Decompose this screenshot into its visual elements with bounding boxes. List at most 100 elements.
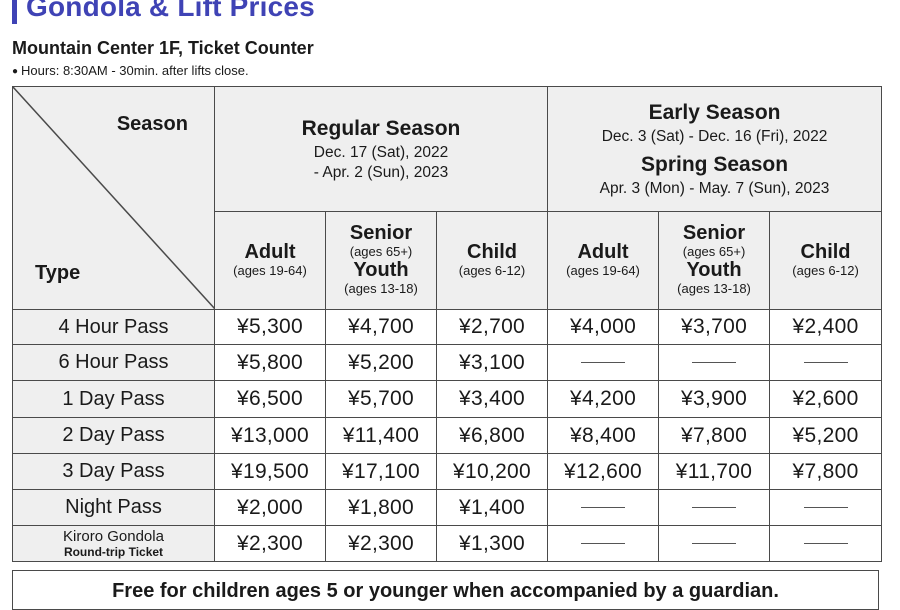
pass-type-label: Night Pass [12, 489, 215, 526]
price-cell: ¥1,400 [435, 489, 549, 526]
not-available-dash [692, 543, 737, 545]
col-senior-ages: (ages 65+) [682, 244, 746, 260]
price-cell: ¥8,400 [547, 417, 660, 454]
type-axis-label: Type [35, 262, 81, 284]
price-cell: ¥7,800 [658, 417, 771, 454]
col-senior-label: Senior [349, 222, 413, 245]
price-cell: ¥11,400 [325, 417, 437, 454]
price-cell [547, 489, 660, 526]
not-available-dash [581, 362, 626, 364]
price-cell: ¥2,700 [435, 309, 549, 345]
spring-season-date: Apr. 3 (Mon) - May. 7 (Sun), 2023 [599, 179, 830, 197]
not-available-dash [692, 507, 737, 509]
price-cell [769, 344, 883, 381]
early-spring-season-header: Early Season Dec. 3 (Sat) - Dec. 16 (Fri… [547, 86, 883, 212]
not-available-dash [581, 543, 626, 545]
pass-type-name: Kiroro Gondola [63, 527, 164, 545]
price-cell [658, 344, 771, 381]
price-cell [547, 344, 660, 381]
col-header-senior-youth-early: Senior (ages 65+) Youth (ages 13-18) [658, 210, 771, 311]
season-header-row: Season Type Regular Season Dec. 17 (Sat)… [12, 86, 883, 310]
column-header-row: Adult (ages 19-64) Senior (ages 65+) You… [13, 210, 883, 311]
price-cell: ¥5,700 [325, 380, 437, 418]
col-youth-ages: (ages 13-18) [677, 281, 751, 297]
price-cell: ¥2,300 [325, 525, 437, 562]
children-free-note: Free for children ages 5 or younger when… [12, 570, 879, 610]
col-child-label: Child [467, 240, 518, 263]
price-cell [658, 525, 771, 562]
col-child-label: Child [800, 240, 851, 263]
price-cell: ¥3,900 [658, 380, 771, 418]
early-season-date: Dec. 3 (Sat) - Dec. 16 (Fri), 2022 [601, 127, 828, 145]
not-available-dash [692, 362, 737, 364]
price-row: 2 Day Pass ¥13,000 ¥11,400 ¥6,800 ¥8,400 ¥7,8… [12, 417, 883, 454]
price-cell [547, 525, 660, 562]
hours-text: Hours: 8:30AM - 30min. after lifts close… [21, 63, 249, 78]
price-cell [769, 489, 883, 526]
price-row: 1 Day Pass ¥6,500 ¥5,700 ¥3,400 ¥4,200 ¥3,900… [12, 380, 883, 418]
price-cell: ¥5,300 [214, 309, 326, 345]
pass-type-label: 4 Hour Pass [12, 309, 215, 345]
regular-season-date-start: Dec. 17 (Sat), 2022 [313, 143, 449, 161]
not-available-dash [581, 507, 626, 509]
pass-type-label: 1 Day Pass [12, 380, 215, 418]
col-senior-ages: (ages 65+) [349, 244, 413, 260]
col-child-ages: (ages 6-12) [792, 262, 859, 278]
col-header-adult-early: Adult (ages 19-64) [547, 210, 660, 311]
price-cell: ¥2,600 [769, 380, 883, 418]
price-cell: ¥7,800 [769, 453, 883, 490]
price-cell [658, 489, 771, 526]
page-title: Gondola & Lift Prices [26, 0, 315, 22]
bullet-icon: ● [12, 66, 19, 77]
price-row: Kiroro Gondola Round-trip Ticket ¥2,300 ¥2,… [12, 525, 883, 562]
price-cell: ¥2,400 [769, 309, 883, 345]
price-cell: ¥12,600 [547, 453, 660, 490]
price-cell: ¥2,000 [214, 489, 326, 526]
price-row: 3 Day Pass ¥19,500 ¥17,100 ¥10,200 ¥12,600 ¥1… [12, 453, 883, 490]
price-cell: ¥6,800 [435, 417, 549, 454]
col-header-child: Child (ages 6-12) [435, 210, 549, 311]
price-cell: ¥1,300 [435, 525, 549, 562]
early-season-name: Early Season [648, 100, 781, 124]
price-table: Season Type Regular Season Dec. 17 (Sat)… [12, 86, 883, 562]
col-child-ages: (ages 6-12) [458, 262, 526, 278]
price-cell: ¥19,500 [214, 453, 326, 490]
not-available-dash [803, 543, 848, 545]
season-axis-label: Season [116, 113, 188, 135]
corner-cell: Season Type [12, 86, 215, 310]
price-rows: 4 Hour Pass ¥5,300 ¥4,700 ¥2,700 ¥4,000 ¥3,70… [12, 309, 883, 562]
price-cell: ¥3,400 [435, 380, 549, 418]
not-available-dash [803, 507, 848, 509]
pass-type-label: 2 Day Pass [12, 417, 215, 454]
col-header-senior-youth: Senior (ages 65+) Youth (ages 13-18) [325, 210, 437, 311]
regular-season-date-end: - Apr. 2 (Sun), 2023 [313, 163, 449, 181]
hours-line: ● Hours: 8:30AM - 30min. after lifts clos… [12, 63, 249, 78]
pass-type-label: 6 Hour Pass [12, 344, 215, 381]
price-cell: ¥5,200 [325, 344, 437, 381]
col-youth-label: Youth [353, 259, 409, 282]
regular-season-header: Regular Season Dec. 17 (Sat), 2022 - Apr… [213, 86, 549, 212]
price-cell: ¥13,000 [214, 417, 326, 454]
col-adult-ages: (ages 19-64) [566, 262, 640, 278]
col-youth-label: Youth [686, 259, 742, 282]
price-row: 4 Hour Pass ¥5,300 ¥4,700 ¥2,700 ¥4,000 ¥3,70… [12, 309, 883, 345]
title-accent-bar [12, 0, 17, 24]
col-adult-label: Adult [577, 240, 629, 263]
price-cell: ¥6,500 [214, 380, 326, 418]
col-adult-ages: (ages 19-64) [233, 262, 307, 278]
pass-type-sublabel: Round-trip Ticket [63, 544, 164, 559]
pass-type-label: Kiroro Gondola Round-trip Ticket [12, 525, 215, 562]
price-cell: ¥4,200 [547, 380, 660, 418]
price-cell: ¥5,200 [769, 417, 883, 454]
pass-type-label: 3 Day Pass [12, 453, 215, 490]
price-cell: ¥5,800 [214, 344, 326, 381]
price-row: 6 Hour Pass ¥5,800 ¥5,200 ¥3,100 [12, 344, 883, 381]
price-cell: ¥17,100 [325, 453, 437, 490]
price-cell: ¥1,800 [325, 489, 437, 526]
price-cell: ¥2,300 [214, 525, 326, 562]
price-cell [769, 525, 883, 562]
col-youth-ages: (ages 13-18) [344, 281, 418, 297]
spring-season-name: Spring Season [641, 152, 789, 176]
col-adult-label: Adult [244, 240, 296, 263]
col-header-adult: Adult (ages 19-64) [214, 210, 326, 311]
